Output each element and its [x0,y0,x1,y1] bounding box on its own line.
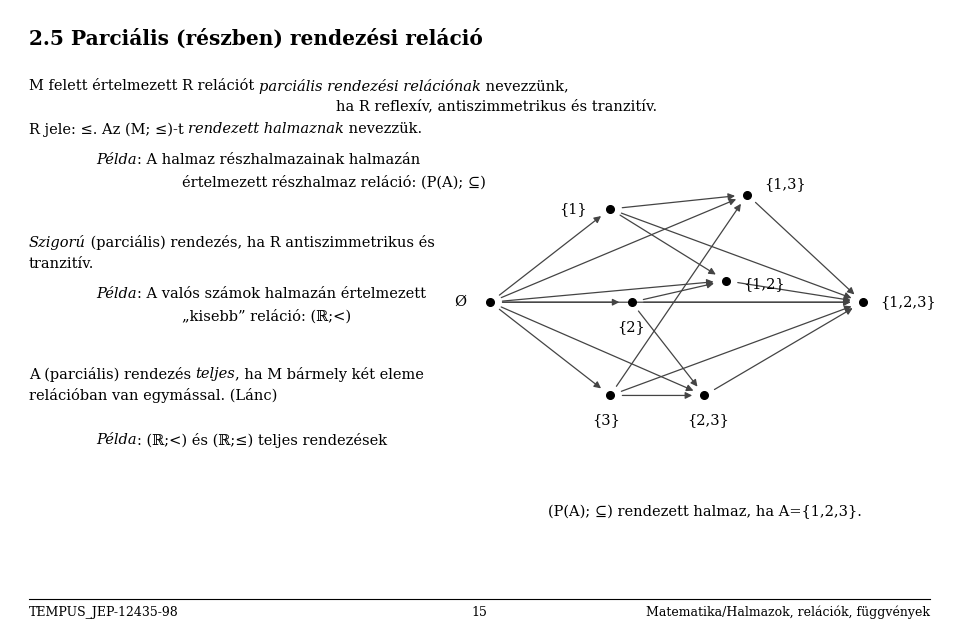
Text: (P(A); ⊆) rendezett halmaz, ha A={1,2,3}.: (P(A); ⊆) rendezett halmaz, ha A={1,2,3}… [548,505,862,519]
Text: , ha M bármely két eleme: , ha M bármely két eleme [235,367,424,381]
Text: Példa: Példa [96,287,136,302]
Text: {2}: {2} [618,320,645,334]
Text: R jele: ≤. Az (M; ≤)-t: R jele: ≤. Az (M; ≤)-t [29,122,188,136]
Text: : (ℝ;<) és (ℝ;≤) teljes rendezések: : (ℝ;<) és (ℝ;≤) teljes rendezések [136,433,386,448]
Text: tranzitív.: tranzitív. [29,257,94,271]
Text: 2.5 Parciális (részben) rendezési reláció: 2.5 Parciális (részben) rendezési reláci… [29,29,482,49]
Text: Ø: Ø [455,295,467,309]
Text: Szigorú: Szigorú [29,235,85,249]
Text: Példa: Példa [96,153,136,167]
Text: {1,3}: {1,3} [764,177,806,191]
Text: „kisebb” reláció: (ℝ;<): „kisebb” reláció: (ℝ;<) [182,309,351,323]
Text: nevezzük.: nevezzük. [344,122,422,136]
Text: nevezzünk,: nevezzünk, [480,79,569,93]
Text: {1,2}: {1,2} [743,277,784,291]
Text: Matematika/Halmazok, relációk, függvények: Matematika/Halmazok, relációk, függvénye… [646,606,930,619]
Text: {2,3}: {2,3} [688,413,730,428]
Text: értelmezett részhalmaz reláció: (P(A); ⊆): értelmezett részhalmaz reláció: (P(A); ⊆… [182,175,486,189]
Text: {1,2,3}: {1,2,3} [880,295,936,309]
Text: M felett értelmezett R relációt: M felett értelmezett R relációt [29,79,259,93]
Text: 15: 15 [472,606,487,619]
Text: ha R reflexív, antiszimmetrikus és tranzitív.: ha R reflexív, antiszimmetrikus és tranz… [336,100,657,114]
Text: rendezett halmaznak: rendezett halmaznak [188,122,344,136]
Text: TEMPUS_JEP-12435-98: TEMPUS_JEP-12435-98 [29,606,178,619]
Text: teljes: teljes [196,367,235,381]
Text: parciális rendezési relációnak: parciális rendezési relációnak [259,79,480,94]
Text: : A valós számok halmazán értelmezett: : A valós számok halmazán értelmezett [136,287,426,302]
Text: {1}: {1} [559,202,587,216]
Text: Példa: Példa [96,433,136,448]
Text: A (parciális) rendezés: A (parciális) rendezés [29,367,196,381]
Text: (parciális) rendezés, ha R antiszimmetrikus és: (parciális) rendezés, ha R antiszimmetri… [85,235,434,249]
Text: {3}: {3} [592,413,620,428]
Text: : A halmaz részhalmazainak halmazán: : A halmaz részhalmazainak halmazán [136,153,420,167]
Text: relációban van egymással. (Lánc): relációban van egymással. (Lánc) [29,388,277,403]
